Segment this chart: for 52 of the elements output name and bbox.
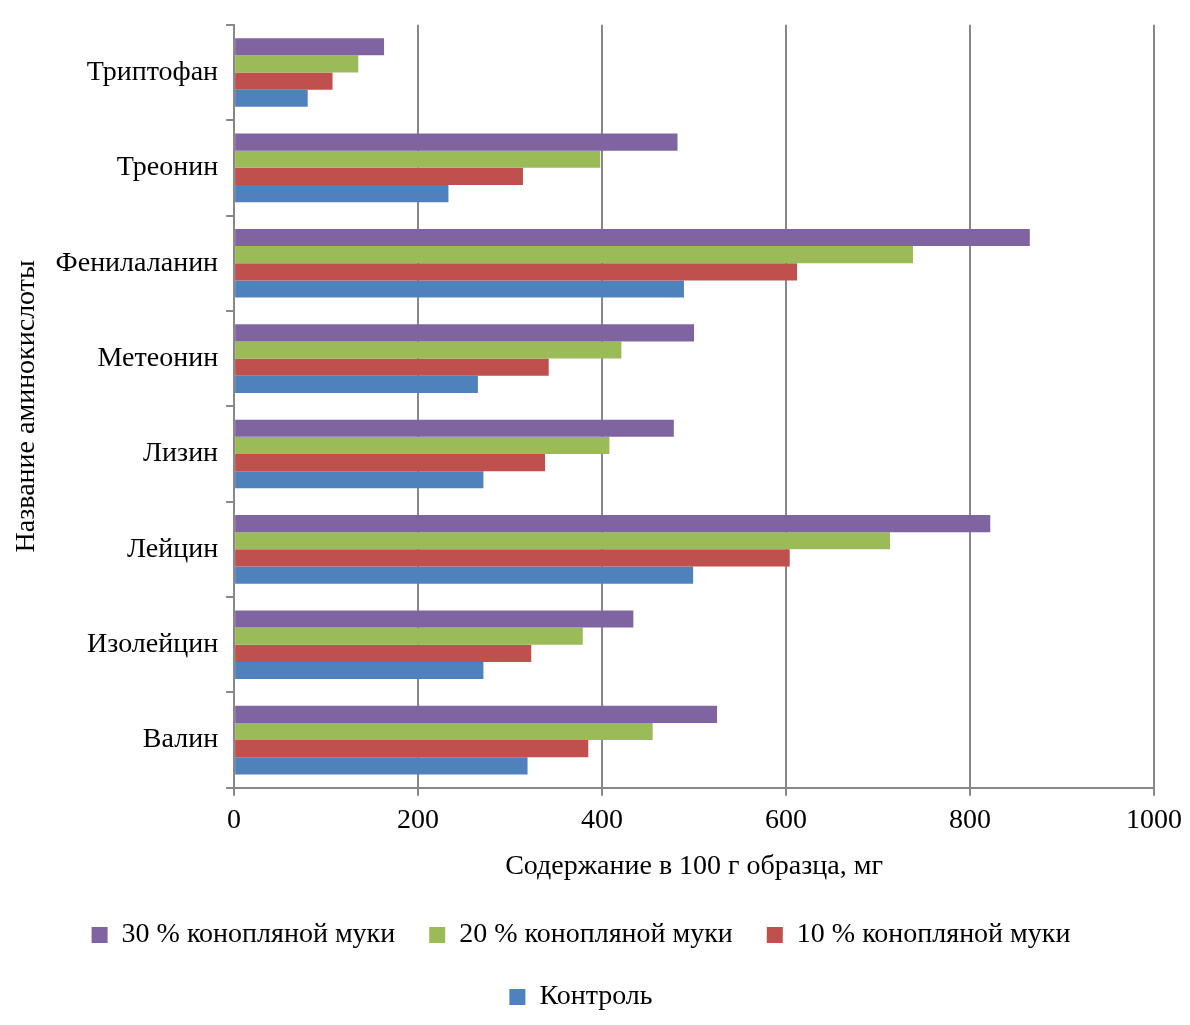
bar — [235, 627, 583, 645]
bar — [235, 419, 674, 437]
bar — [235, 661, 484, 680]
bar — [235, 228, 1030, 247]
x-axis-title: Содержание в 100 г образца, мг — [505, 848, 883, 880]
bar — [235, 375, 478, 393]
x-tick-label: 200 — [397, 802, 440, 834]
bar — [235, 246, 913, 264]
y-tick-label: Метеонин — [97, 340, 219, 372]
legend-label: 30 % конопляной муки — [121, 917, 396, 949]
bar — [235, 358, 549, 376]
y-tick-label: Лизин — [143, 436, 219, 468]
x-tick-label: 0 — [227, 802, 242, 834]
bar — [235, 133, 678, 151]
bar — [235, 324, 695, 342]
bar — [235, 38, 385, 56]
y-axis-title: Название аминокислоты — [9, 260, 41, 553]
bar — [235, 89, 308, 107]
bar — [235, 167, 523, 186]
bar — [235, 341, 622, 359]
y-tick-label: Валин — [142, 722, 219, 754]
bar — [235, 705, 718, 723]
bar — [235, 471, 484, 489]
bar — [235, 549, 790, 567]
bar — [235, 722, 653, 741]
x-tick-label: 1000 — [1126, 802, 1182, 834]
bar — [235, 566, 694, 584]
y-tick-label: Изолейцин — [87, 627, 219, 659]
x-tick-label: 800 — [949, 802, 992, 834]
bar — [235, 263, 798, 281]
bar — [235, 453, 546, 472]
y-tick-label: Лейцин — [126, 531, 219, 563]
legend-label: 10 % конопляной муки — [796, 917, 1071, 949]
x-tick-label: 400 — [581, 802, 624, 834]
y-tick-label: Фенилаланин — [55, 245, 219, 277]
bar — [235, 55, 359, 73]
bar — [235, 740, 589, 758]
legend-label: Контроль — [539, 979, 653, 1011]
bar — [235, 185, 449, 203]
y-tick-label: Треонин — [116, 150, 219, 182]
legend-label: 20 % конопляной муки — [459, 917, 733, 949]
bar — [235, 515, 991, 533]
bar — [235, 436, 610, 454]
bar — [235, 150, 601, 168]
bar — [235, 757, 528, 775]
bar — [235, 280, 684, 298]
bar — [235, 532, 890, 550]
x-tick-label: 600 — [765, 802, 808, 834]
y-tick-label: Триптофан — [86, 54, 219, 86]
bar — [235, 644, 532, 662]
bar — [235, 72, 333, 90]
bar — [235, 610, 634, 628]
